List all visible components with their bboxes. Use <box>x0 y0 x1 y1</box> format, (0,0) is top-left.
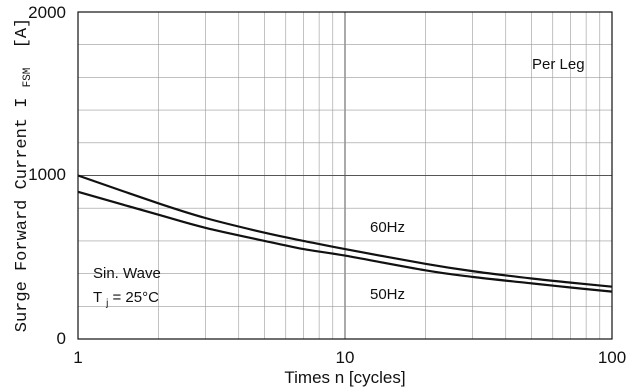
y-tick-2000: 2000 <box>28 3 66 22</box>
y-axis-label: Surge Forward Current I FSM [A] <box>13 18 36 332</box>
series-line-60hz <box>77 174 613 288</box>
label-50hz: 50Hz <box>370 286 405 303</box>
x-tick-100: 100 <box>598 348 626 367</box>
tj-value: = 25°C <box>112 289 159 306</box>
tj-subscript: j <box>105 298 108 309</box>
label-60hz: 60Hz <box>370 219 405 236</box>
per-leg-note: Per Leg <box>532 56 585 73</box>
y-tick-0: 0 <box>57 329 66 348</box>
series-layer <box>77 174 613 293</box>
series-line-50hz <box>77 190 613 293</box>
tj-symbol: T <box>93 289 102 306</box>
x-tick-1: 1 <box>73 348 82 367</box>
y-axis-label-unit: [A] <box>13 18 32 49</box>
y-axis-label-main: Surge Forward Current I <box>13 98 32 333</box>
junction-temp-note: T j = 25°C <box>93 289 159 310</box>
x-axis-label: Times n [cycles] <box>284 368 405 387</box>
y-tick-1000: 1000 <box>28 165 66 184</box>
y-axis-label-sub: FSM <box>22 68 34 88</box>
x-tick-10: 10 <box>336 348 355 367</box>
sin-wave-note: Sin. Wave <box>93 265 161 282</box>
